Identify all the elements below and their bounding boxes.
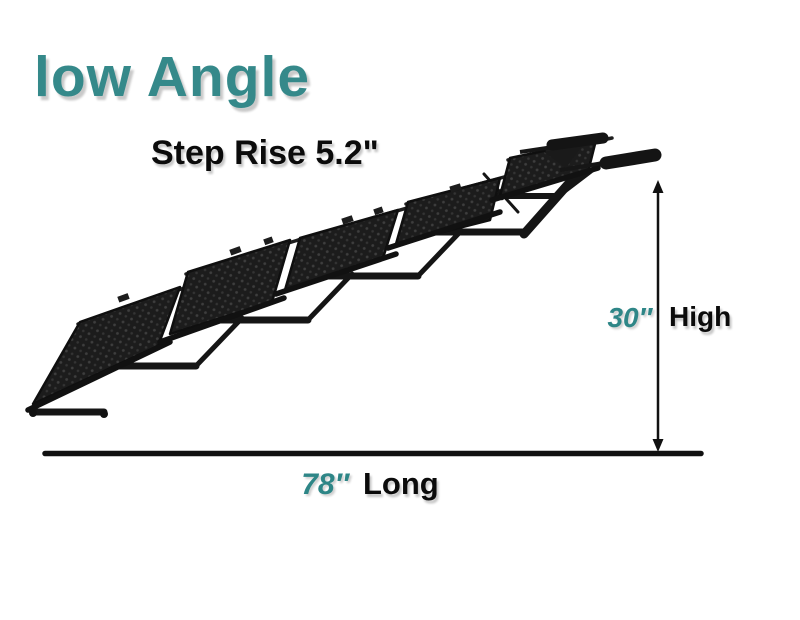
height-measurement-label: High <box>669 301 732 332</box>
handle-grip-lower <box>599 148 662 170</box>
arrow-down-icon <box>652 439 664 452</box>
step-rise-callout: Step Rise 5.2" <box>151 134 379 172</box>
length-measurement-value: 78″ <box>301 468 349 501</box>
scissor-frame <box>30 159 603 416</box>
front-rails <box>25 165 601 413</box>
length-measurement-label: Long <box>363 466 439 501</box>
handle-grip-upper <box>546 132 609 151</box>
arrow-up-icon <box>652 180 664 193</box>
length-measurement: 78″ Long <box>0 466 740 502</box>
carry-handles <box>519 132 662 172</box>
height-arrow <box>652 180 664 452</box>
page-title: low Angle <box>34 45 311 109</box>
height-measurement-value: 30″ <box>607 302 652 333</box>
